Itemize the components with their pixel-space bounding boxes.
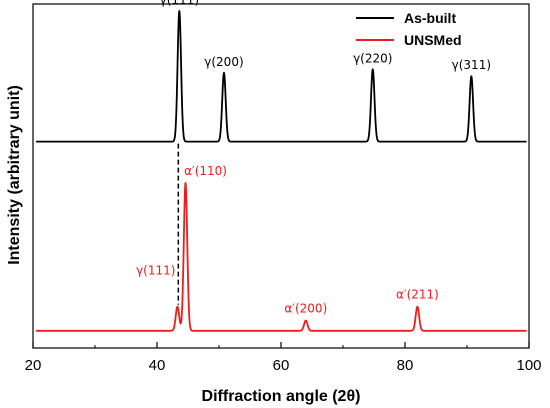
x-tick-label: 40 xyxy=(149,357,166,374)
peak-label: γ(220) xyxy=(353,51,392,65)
peak-label: γ(111) xyxy=(160,0,199,7)
plot-frame xyxy=(32,3,530,349)
legend-label-unsmed: UNSMed xyxy=(404,32,462,48)
plot-area: 20 40 60 80 100 γ(111) γ(200) γ(220) γ(311) γ(111… xyxy=(25,0,542,374)
legend-label-as-built: As-built xyxy=(404,10,456,26)
x-tick-label: 20 xyxy=(25,357,42,374)
legend: As-built UNSMed xyxy=(356,10,462,48)
series-line-unsmed xyxy=(35,181,528,332)
peak-label: α′(211) xyxy=(396,288,439,302)
x-axis-title: Diffraction angle (2θ) xyxy=(202,388,361,405)
peak-label: α′(200) xyxy=(284,301,327,315)
peak-label: γ(111) xyxy=(136,264,175,278)
peak-label: γ(200) xyxy=(204,55,243,69)
peak-label: γ(311) xyxy=(452,58,491,72)
x-tick-label: 80 xyxy=(397,357,414,374)
x-tick-label: 60 xyxy=(273,357,290,374)
peak-label: α′(110) xyxy=(184,164,227,178)
y-axis-title: Intensity (arbitrary unit) xyxy=(6,85,23,265)
x-tick-label: 100 xyxy=(516,357,541,374)
series-line-as-built xyxy=(35,9,528,143)
